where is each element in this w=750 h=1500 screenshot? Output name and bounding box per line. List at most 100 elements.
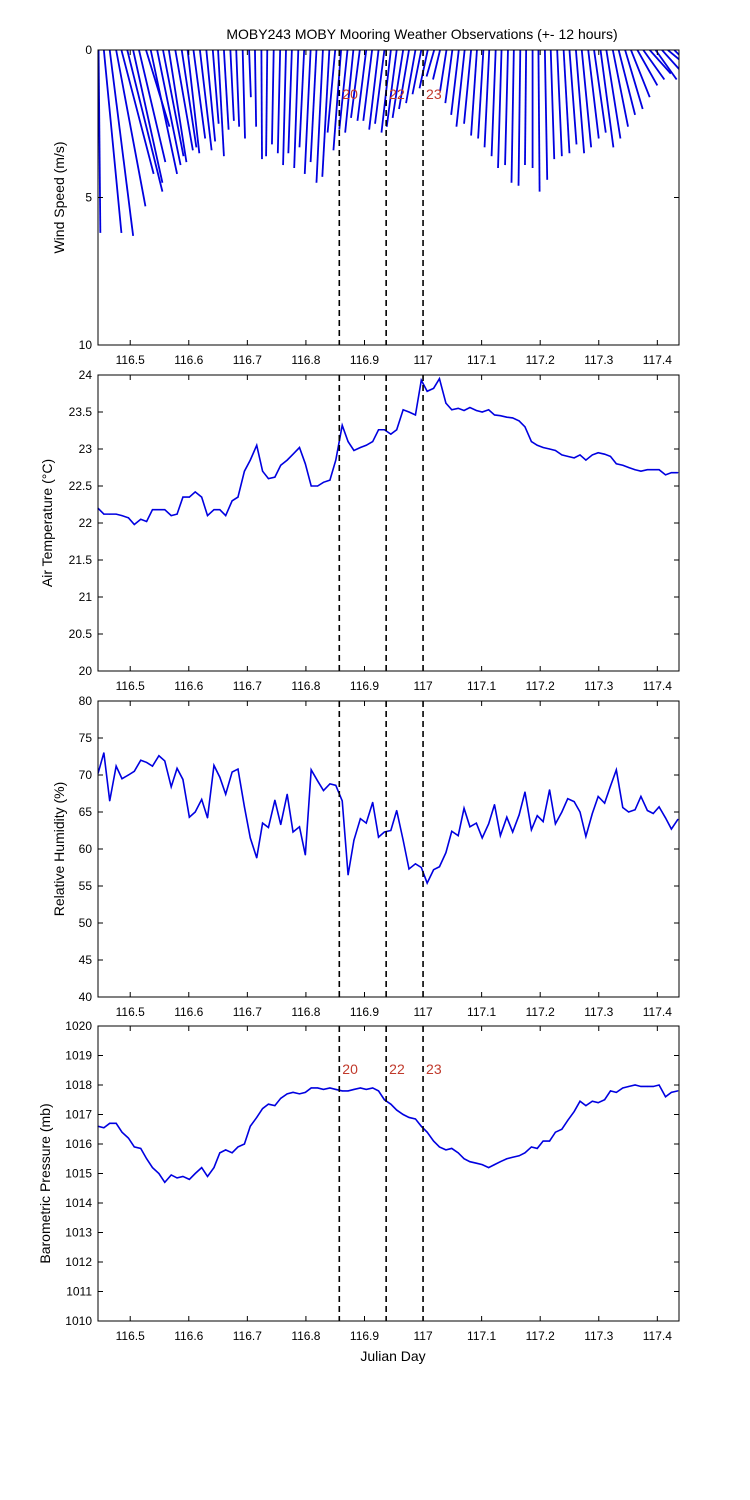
data-point-52 — [408, 1116, 410, 1119]
data-point-65 — [488, 1167, 490, 1169]
data-point-62 — [469, 1161, 471, 1163]
data-point-36 — [310, 485, 312, 487]
wind-vectors — [98, 50, 679, 236]
wind-vector-53 — [405, 50, 417, 104]
data-point-51 — [402, 1113, 404, 1116]
data-point-12 — [164, 1181, 166, 1183]
data-point-88 — [628, 466, 630, 469]
data-point-56 — [432, 869, 435, 871]
data-point-74 — [542, 1140, 544, 1142]
data-point-44 — [359, 818, 361, 820]
x-tick-label-6: 117 — [413, 679, 432, 693]
panels: 20 22 23 0 5 10 116.5 116.6 116.7 116.8 116.9 117 11… — [37, 43, 680, 1343]
y-tick-label-3: 50 — [79, 916, 93, 930]
wind-vector-30 — [271, 50, 275, 145]
wind-vector-70 — [517, 50, 522, 186]
data-point-8 — [140, 1147, 142, 1150]
data-point-24 — [237, 768, 239, 770]
data-point-49 — [390, 829, 392, 832]
data-point-76 — [554, 1131, 557, 1133]
data-point-50 — [396, 1109, 398, 1111]
data-point-13 — [170, 515, 172, 517]
data-point-67 — [499, 1161, 501, 1163]
data-point-88 — [628, 811, 630, 813]
wind-vector-82 — [593, 50, 607, 133]
data-point-21 — [219, 1152, 221, 1154]
x-tick-label-5: 116.9 — [350, 353, 379, 367]
data-point-44 — [359, 446, 361, 449]
data-point-90 — [640, 470, 642, 472]
data-point-64 — [481, 1164, 483, 1166]
data-point-14 — [176, 513, 178, 515]
wind-vector-25 — [241, 50, 246, 139]
data-point-75 — [548, 1140, 551, 1142]
wind-vector-35 — [298, 50, 306, 148]
wind-vector-22 — [223, 50, 230, 130]
data-point-71 — [524, 426, 526, 428]
data-point-14 — [176, 767, 178, 769]
data-point-48 — [383, 429, 386, 431]
wind-vector-34 — [293, 50, 300, 169]
wind-vector-87 — [624, 50, 644, 110]
wind-vector-39 — [321, 50, 331, 177]
wind-vector-44 — [350, 50, 361, 118]
wind-vector-60 — [450, 50, 460, 116]
data-point-92 — [652, 812, 654, 815]
data-point-42 — [347, 441, 349, 443]
data-point-85 — [609, 455, 612, 457]
data-point-38 — [322, 481, 325, 483]
data-point-91 — [646, 469, 648, 471]
y-tick-label-9: 80 — [79, 694, 93, 708]
data-point-45 — [365, 444, 367, 446]
data-point-92 — [652, 469, 654, 471]
data-point-7 — [133, 523, 135, 526]
data-point-6 — [127, 1137, 130, 1139]
data-point-4 — [115, 513, 117, 515]
panel-4: 20 22 23 1010 1011 1012 1013 1014 1015 1016 1017 10… — [37, 1019, 680, 1343]
data-point-56 — [432, 1140, 435, 1142]
y-tick-label-1: 1010 — [65, 1314, 92, 1328]
data-point-23 — [231, 771, 233, 773]
data-point-60 — [457, 1152, 459, 1154]
wind-vector-19 — [205, 50, 217, 142]
wind-vector-95 — [673, 50, 679, 56]
wind-vector-5 — [120, 50, 155, 175]
x-tick-label-3: 116.7 — [233, 353, 262, 367]
wind-vector-93 — [661, 50, 679, 71]
wind-vector-86 — [617, 50, 636, 116]
data-point-52 — [408, 868, 410, 870]
wind-vector-8 — [138, 50, 167, 163]
data-point-96 — [677, 818, 679, 821]
data-point-70 — [518, 814, 520, 816]
data-point-55 — [426, 1131, 428, 1133]
data-point-3 — [109, 513, 111, 515]
data-point-25 — [243, 806, 246, 808]
data-point-87 — [622, 1087, 624, 1089]
x-axis-label: Julian Day — [360, 1348, 425, 1364]
y-axis-label-2: Air Temperature (°C) — [39, 459, 55, 587]
data-point-68 — [506, 416, 508, 418]
data-point-30 — [274, 799, 276, 801]
data-point-72 — [530, 441, 533, 443]
data-point-29 — [267, 478, 270, 480]
data-point-3 — [109, 1122, 111, 1124]
wind-vector-91 — [649, 50, 672, 75]
data-point-57 — [438, 866, 441, 868]
x-tick-label-6: 117 — [413, 1005, 432, 1019]
data-point-91 — [646, 1085, 648, 1088]
wind-vector-92 — [654, 50, 678, 81]
data-point-63 — [475, 822, 477, 824]
y-tick-label-3: 10 — [79, 338, 93, 352]
data-point-34 — [298, 1093, 301, 1095]
data-point-31 — [280, 823, 282, 826]
data-point-29 — [267, 1103, 270, 1105]
data-point-21 — [219, 509, 221, 511]
data-point-11 — [158, 509, 160, 511]
y-axis-label-4: Barometric Pressure (mb) — [37, 1103, 53, 1263]
data-point-22 — [225, 515, 227, 517]
data-point-58 — [445, 852, 447, 854]
data-point-19 — [206, 515, 209, 517]
data-point-68 — [506, 816, 508, 818]
data-point-33 — [292, 1091, 294, 1093]
wind-vector-47 — [368, 50, 380, 130]
